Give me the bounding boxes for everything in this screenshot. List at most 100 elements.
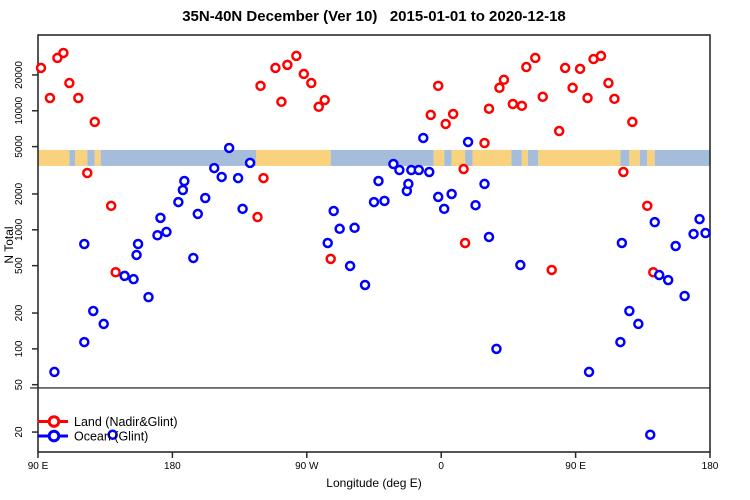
data-point [649, 216, 660, 228]
x-tick-label: 180 [164, 461, 181, 472]
x-tick-label: 90 E [565, 461, 586, 472]
data-point [58, 47, 69, 59]
data-point [255, 80, 266, 92]
data-point [447, 108, 459, 120]
data-point [322, 237, 333, 249]
x-axis-title: Longitude (deg E) [326, 476, 421, 490]
data-point [521, 61, 532, 73]
strip-ocean-segment [69, 149, 76, 166]
data-point [624, 305, 635, 317]
data-point [306, 77, 317, 89]
data-point [188, 252, 199, 264]
strip-ocean-segment [639, 149, 648, 166]
data-point [627, 116, 638, 128]
data-point [582, 92, 593, 104]
strip-ocean-segment [330, 149, 434, 166]
data-point [567, 82, 578, 94]
strip-land-segment [472, 149, 512, 166]
data-point [418, 132, 429, 144]
data-point [328, 205, 339, 217]
strip-ocean-segment [444, 149, 452, 166]
data-point [88, 305, 99, 317]
data-point [98, 318, 109, 330]
data-point [270, 62, 281, 74]
data-point [694, 213, 705, 225]
data-point [616, 237, 628, 249]
data-point [177, 184, 189, 196]
data-point [200, 192, 211, 204]
y-tick-label: 10000 [14, 96, 25, 124]
strip-land-segment [451, 149, 466, 166]
data-point [82, 167, 93, 179]
data-point [609, 93, 620, 105]
data-point [498, 74, 510, 86]
data-point [291, 50, 302, 62]
data-point [516, 100, 528, 112]
data-point [349, 222, 360, 234]
data-point [603, 77, 614, 89]
data-point [491, 343, 502, 355]
data-point [424, 166, 435, 178]
data-point [208, 162, 220, 174]
data-point [645, 429, 656, 440]
data-point [479, 137, 490, 149]
strip-ocean-segment [527, 149, 539, 166]
data-point [319, 94, 330, 106]
data-point [368, 196, 380, 208]
data-point [425, 109, 436, 121]
data-point [276, 96, 287, 108]
data-point [173, 196, 184, 208]
data-point [615, 336, 626, 348]
data-point [559, 62, 571, 74]
data-point [143, 291, 154, 303]
strip-ocean-segment [511, 149, 522, 166]
y-tick-label: 5000 [14, 135, 25, 158]
data-point [507, 98, 519, 110]
legend-ocean-label: Ocean (Glint) [74, 430, 148, 444]
plot-box [37, 34, 711, 453]
data-point [161, 226, 172, 238]
legend: Land (Nadir&Glint) Ocean (Glint) [37, 415, 178, 444]
strip-ocean-segment [620, 149, 630, 166]
strip-land-segment [256, 149, 331, 166]
data-point [459, 237, 471, 249]
data-point [394, 164, 405, 176]
chart-title: 35N-40N December (Ver 10) 2015-01-01 to … [182, 8, 566, 25]
strip-ocean-segment [465, 149, 473, 166]
data-point [237, 203, 248, 215]
data-point [440, 118, 451, 130]
y-tick-label: 1000 [14, 218, 25, 241]
legend-land-label: Land (Nadir&Glint) [74, 415, 178, 429]
data-point [244, 157, 256, 169]
data-point [119, 270, 130, 282]
data-point [700, 227, 711, 239]
y-tick-label: 20 [14, 426, 25, 438]
data-point [413, 164, 425, 176]
data-point [574, 63, 586, 75]
data-point [298, 68, 310, 80]
data-point [131, 249, 142, 261]
y-tick-label: 50 [14, 379, 25, 391]
data-point [688, 228, 699, 240]
data-point [334, 223, 345, 235]
strip-land-segment [75, 149, 88, 166]
strip-land-segment [538, 149, 621, 166]
data-point [216, 171, 227, 183]
strip-ocean-segment [100, 149, 257, 166]
strip-land-segment [521, 149, 528, 166]
data-point [379, 195, 390, 207]
strip-land-segment [433, 149, 445, 166]
data-point [89, 116, 100, 128]
x-tick-label: 0 [438, 461, 444, 472]
data-point [642, 200, 653, 212]
strip-land-segment [629, 149, 640, 166]
data-point [515, 259, 526, 271]
data-point [633, 318, 644, 330]
data-point [282, 59, 293, 71]
data-point [73, 92, 84, 104]
data-point [64, 77, 75, 89]
data-point [110, 267, 121, 278]
data-point [403, 178, 414, 190]
